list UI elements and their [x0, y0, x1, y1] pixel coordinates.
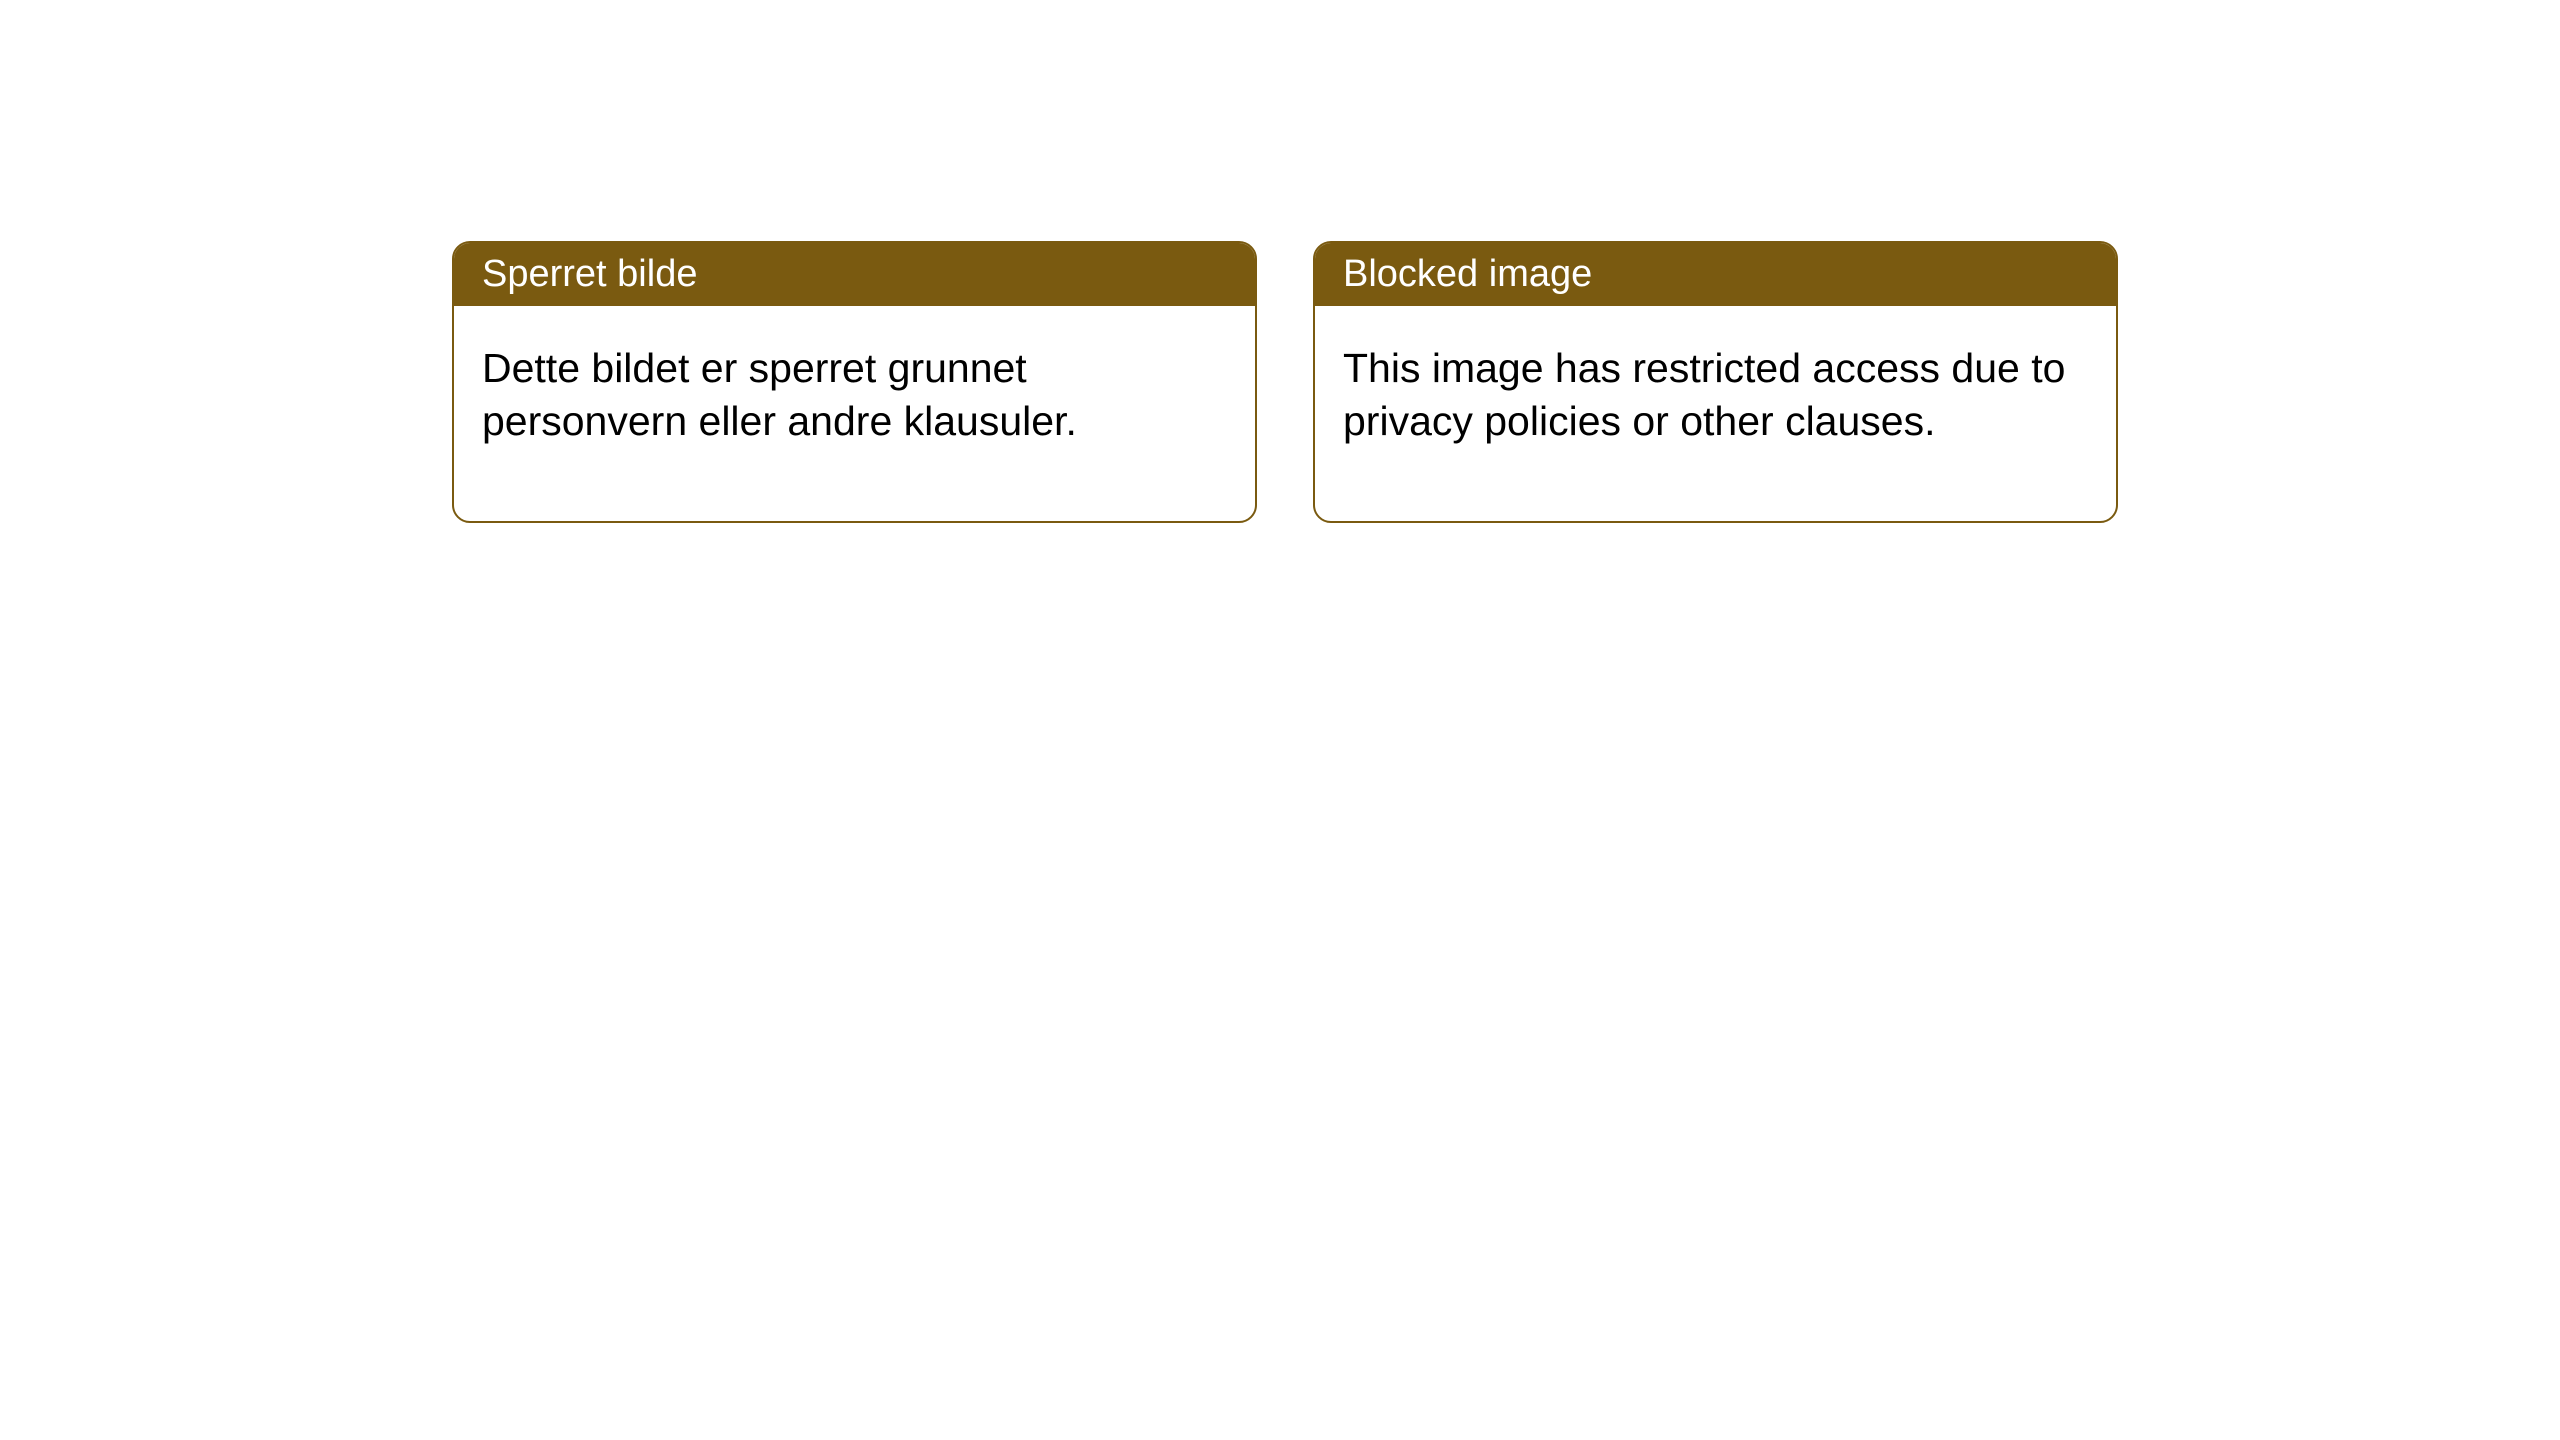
notice-box-english: Blocked image This image has restricted …	[1313, 241, 2118, 523]
notice-message: This image has restricted access due to …	[1343, 345, 2065, 444]
notice-body: Dette bildet er sperret grunnet personve…	[454, 306, 1255, 521]
notice-header: Sperret bilde	[454, 243, 1255, 306]
notice-container: Sperret bilde Dette bildet er sperret gr…	[452, 241, 2118, 523]
notice-box-norwegian: Sperret bilde Dette bildet er sperret gr…	[452, 241, 1257, 523]
notice-message: Dette bildet er sperret grunnet personve…	[482, 345, 1077, 444]
notice-body: This image has restricted access due to …	[1315, 306, 2116, 521]
notice-header: Blocked image	[1315, 243, 2116, 306]
notice-title: Blocked image	[1343, 253, 1592, 295]
notice-title: Sperret bilde	[482, 253, 697, 295]
